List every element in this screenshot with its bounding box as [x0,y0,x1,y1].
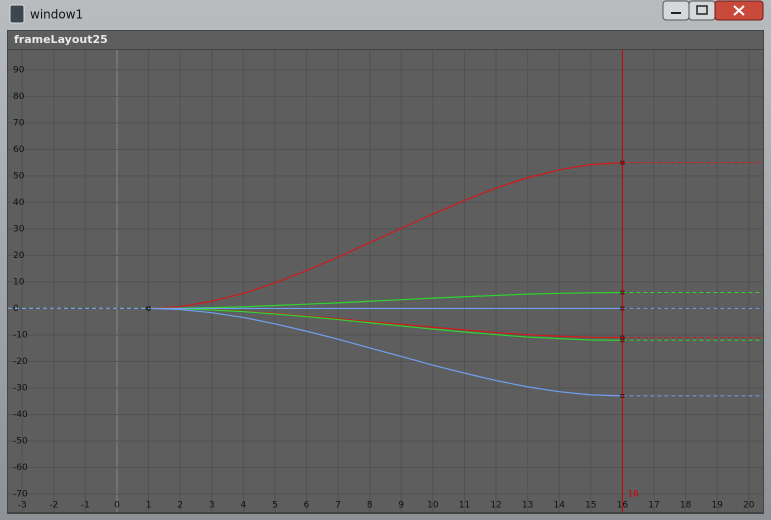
x-tick-label: 1 [146,501,152,511]
window-title: window1 [30,8,83,22]
y-tick-label: 40 [13,198,25,208]
graph: -3 -2 -1 0 1 2 3 4 5 6 7 8 9 10 11 12 13 14 15 16 17 18 19 20-7… [8,50,763,512]
y-tick-label: 50 [13,171,25,181]
maximize-button[interactable] [688,0,716,21]
x-tick-label: 11 [459,501,470,511]
y-tick-label: -10 [13,330,28,340]
y-tick-label: -40 [13,410,28,420]
y-tick-label: -50 [13,436,28,446]
y-tick-label: 70 [13,118,25,128]
x-tick-label: 4 [240,501,246,511]
x-tick-label: 15 [585,501,596,511]
x-tick-label: 7 [335,501,341,511]
y-tick-label: -20 [13,357,28,367]
y-tick-label: 10 [13,277,25,287]
x-tick-label: 17 [648,501,659,511]
x-tick-label: 13 [522,501,533,511]
x-tick-label: 2 [177,501,183,511]
x-tick-label: 6 [304,501,310,511]
y-tick-label: -70 [13,489,28,499]
y-tick-label: -60 [13,463,28,473]
anim-curve [148,307,623,341]
x-tick-label: 20 [743,501,755,511]
panel-title: frameLayout25 [14,33,108,46]
x-tick-label: 10 [427,501,439,511]
y-tick-label: 90 [13,65,25,75]
x-tick-label: -1 [81,501,90,511]
maximize-icon [696,5,708,15]
keyframe [146,306,151,311]
anim-curve [148,162,623,310]
y-tick-label: 20 [13,251,25,261]
x-tick-label: 18 [680,501,692,511]
window-icon [9,4,25,24]
x-tick-label: -2 [49,501,58,511]
y-tick-label: 80 [13,92,25,102]
y-tick-label: -30 [13,383,28,393]
minimize-button[interactable] [662,0,690,21]
y-tick-label: 60 [13,145,25,155]
graph-area[interactable] [8,50,763,512]
x-tick-label: 3 [209,501,215,511]
panel-header[interactable] [8,31,763,49]
current-time-label: 16 [627,490,639,500]
close-icon [733,5,745,16]
anim-curve [148,307,623,397]
x-tick-label: 0 [114,501,120,511]
x-tick-label: -3 [18,501,27,511]
x-tick-label: 19 [711,501,723,511]
x-tick-label: 5 [272,501,278,511]
x-tick-label: 14 [554,501,566,511]
x-tick-label: 12 [490,501,501,511]
x-tick-label: 8 [367,501,373,511]
anim-curve [148,291,623,310]
window-controls [662,0,764,21]
y-tick-label: 30 [13,224,25,234]
x-tick-label: 9 [398,501,404,511]
